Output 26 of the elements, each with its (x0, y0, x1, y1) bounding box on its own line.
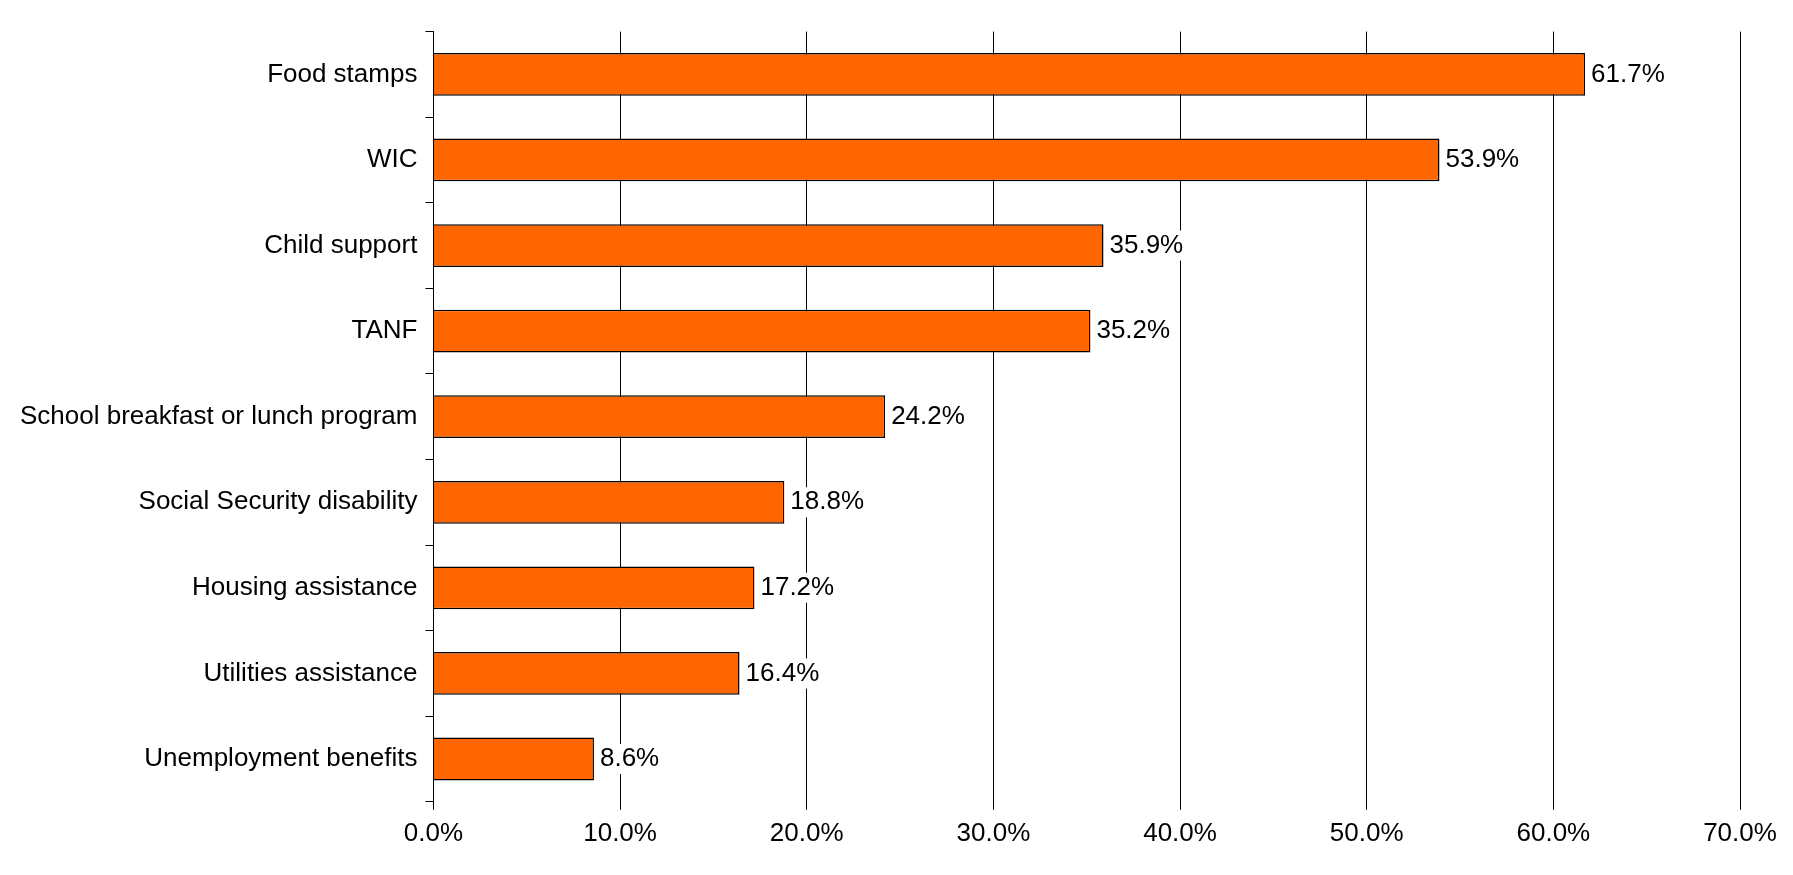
y-tick-label: School breakfast or lunch program (19, 399, 418, 430)
data-label: 24.2% (891, 399, 965, 430)
data-label: 61.7% (1591, 57, 1665, 88)
x-tick-label: 70.0% (1703, 816, 1777, 847)
y-tick-label: Child support (264, 228, 419, 259)
y-tick-label: Unemployment benefits (144, 742, 418, 773)
x-tick-label: 40.0% (1143, 816, 1217, 847)
data-label: 17.2% (760, 571, 835, 602)
y-tick-label: Social Security disability (138, 485, 418, 516)
x-tick-label: 30.0% (956, 816, 1031, 847)
data-label: 53.9% (1445, 143, 1520, 174)
data-label: 35.9% (1109, 228, 1184, 259)
data-label: 8.6% (599, 742, 660, 773)
y-tick-label: Housing assistance (191, 571, 418, 602)
data-label: 16.4% (745, 656, 820, 687)
x-tick-label: 20.0% (769, 816, 844, 847)
y-tick-label: WIC (366, 143, 418, 174)
x-tick-label: 60.0% (1516, 816, 1591, 847)
data-label: 18.8% (790, 485, 865, 516)
x-tick-label: 50.0% (1329, 816, 1404, 847)
y-tick-label: Food stamps (267, 57, 418, 88)
y-tick-label: Utilities assistance (203, 656, 418, 687)
data-label: 35.2% (1096, 314, 1171, 345)
x-tick-label: 10.0% (583, 816, 657, 847)
x-tick-label: 0.0% (403, 816, 464, 847)
y-tick-label: TANF (351, 314, 418, 345)
